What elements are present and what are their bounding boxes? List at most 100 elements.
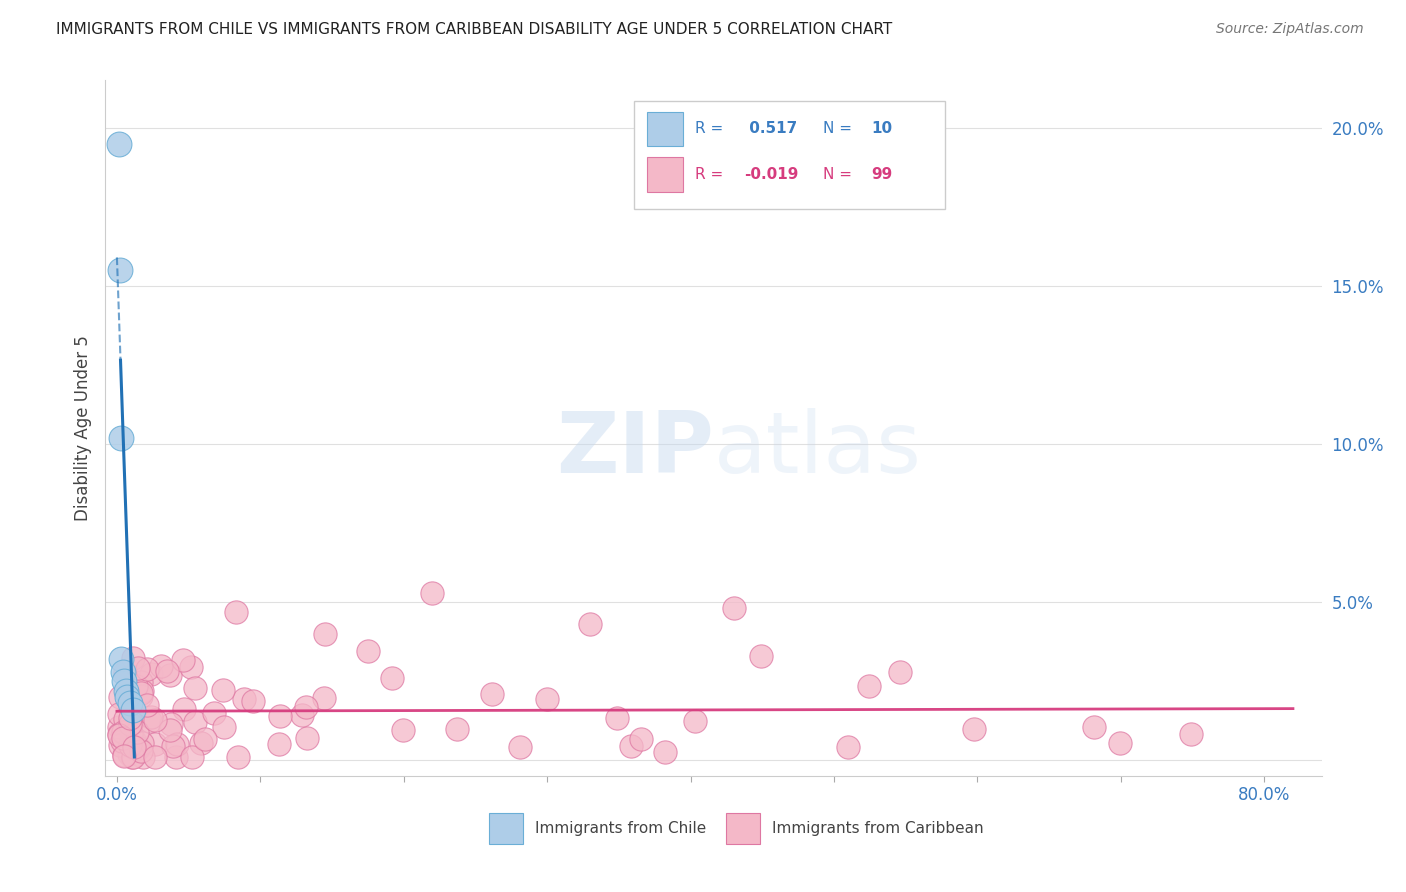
Point (131, 684, 153, 698)
Point (121, 731, 143, 745)
Point (127, 741, 149, 756)
Point (160, 716, 183, 731)
Point (122, 739, 145, 754)
Point (108, 728, 131, 742)
Point (125, 741, 148, 756)
Point (381, 671, 404, 685)
Point (121, 703, 143, 717)
Point (654, 745, 676, 759)
Point (194, 732, 217, 747)
Point (111, 734, 134, 748)
Point (139, 714, 162, 728)
Point (118, 747, 141, 762)
Bar (647, 112, 683, 146)
Point (536, 691, 558, 706)
Point (121, 750, 143, 764)
Bar (647, 157, 683, 192)
Point (269, 737, 291, 751)
Point (131, 736, 153, 750)
Point (190, 735, 212, 749)
Point (124, 679, 146, 693)
Point (108, 263, 131, 277)
Bar (725, 813, 759, 844)
Point (118, 716, 141, 731)
Point (110, 652, 132, 666)
Point (232, 692, 254, 706)
Text: atlas: atlas (713, 408, 921, 491)
Point (180, 660, 202, 674)
Point (114, 683, 136, 698)
Point (143, 750, 166, 764)
Point (136, 662, 159, 676)
Point (422, 585, 444, 599)
Text: 10: 10 (872, 121, 893, 136)
Point (889, 665, 911, 679)
Point (749, 648, 772, 663)
Point (314, 690, 336, 705)
Point (132, 750, 155, 764)
Point (446, 723, 468, 737)
Point (108, 720, 131, 734)
Point (114, 665, 136, 679)
Point (392, 723, 415, 737)
Point (108, 738, 131, 752)
Point (122, 732, 145, 747)
Point (837, 740, 859, 755)
Point (226, 750, 249, 764)
Point (683, 714, 706, 729)
Point (111, 725, 134, 739)
Point (172, 653, 194, 667)
Point (110, 431, 132, 445)
Point (118, 711, 141, 725)
Point (165, 750, 187, 764)
Point (136, 698, 159, 712)
Point (630, 732, 652, 747)
Point (115, 690, 138, 704)
Point (225, 605, 247, 619)
Point (1109, 736, 1132, 750)
Point (108, 136, 131, 151)
Text: N =: N = (823, 167, 856, 182)
Point (173, 702, 195, 716)
Point (129, 690, 152, 704)
Point (118, 738, 141, 752)
Point (963, 722, 986, 736)
Point (108, 727, 131, 741)
Text: ZIP: ZIP (555, 408, 713, 491)
Bar (488, 813, 523, 844)
Point (129, 675, 152, 690)
Point (156, 664, 179, 678)
Point (120, 717, 142, 731)
Point (620, 739, 643, 753)
Point (295, 699, 318, 714)
Point (118, 696, 141, 710)
Text: N =: N = (823, 121, 856, 136)
Point (357, 644, 380, 658)
Point (129, 744, 152, 758)
Point (127, 661, 149, 675)
Point (212, 721, 235, 735)
Point (112, 674, 135, 689)
Point (143, 713, 166, 727)
Point (858, 680, 880, 694)
Point (150, 659, 173, 673)
Point (1083, 720, 1105, 734)
Point (723, 601, 745, 615)
Point (159, 723, 181, 737)
Point (125, 725, 148, 739)
Point (1180, 727, 1202, 741)
Point (107, 706, 129, 721)
Point (481, 687, 503, 701)
Text: 0.517: 0.517 (744, 121, 797, 136)
Point (112, 731, 135, 745)
Point (606, 711, 628, 725)
Point (184, 715, 207, 730)
Point (509, 739, 531, 754)
Text: R =: R = (696, 167, 728, 182)
Point (131, 686, 153, 700)
Text: Immigrants from Caribbean: Immigrants from Caribbean (772, 821, 984, 836)
Point (128, 740, 150, 755)
Point (111, 665, 134, 679)
Point (314, 626, 336, 640)
Text: -0.019: -0.019 (744, 167, 799, 182)
